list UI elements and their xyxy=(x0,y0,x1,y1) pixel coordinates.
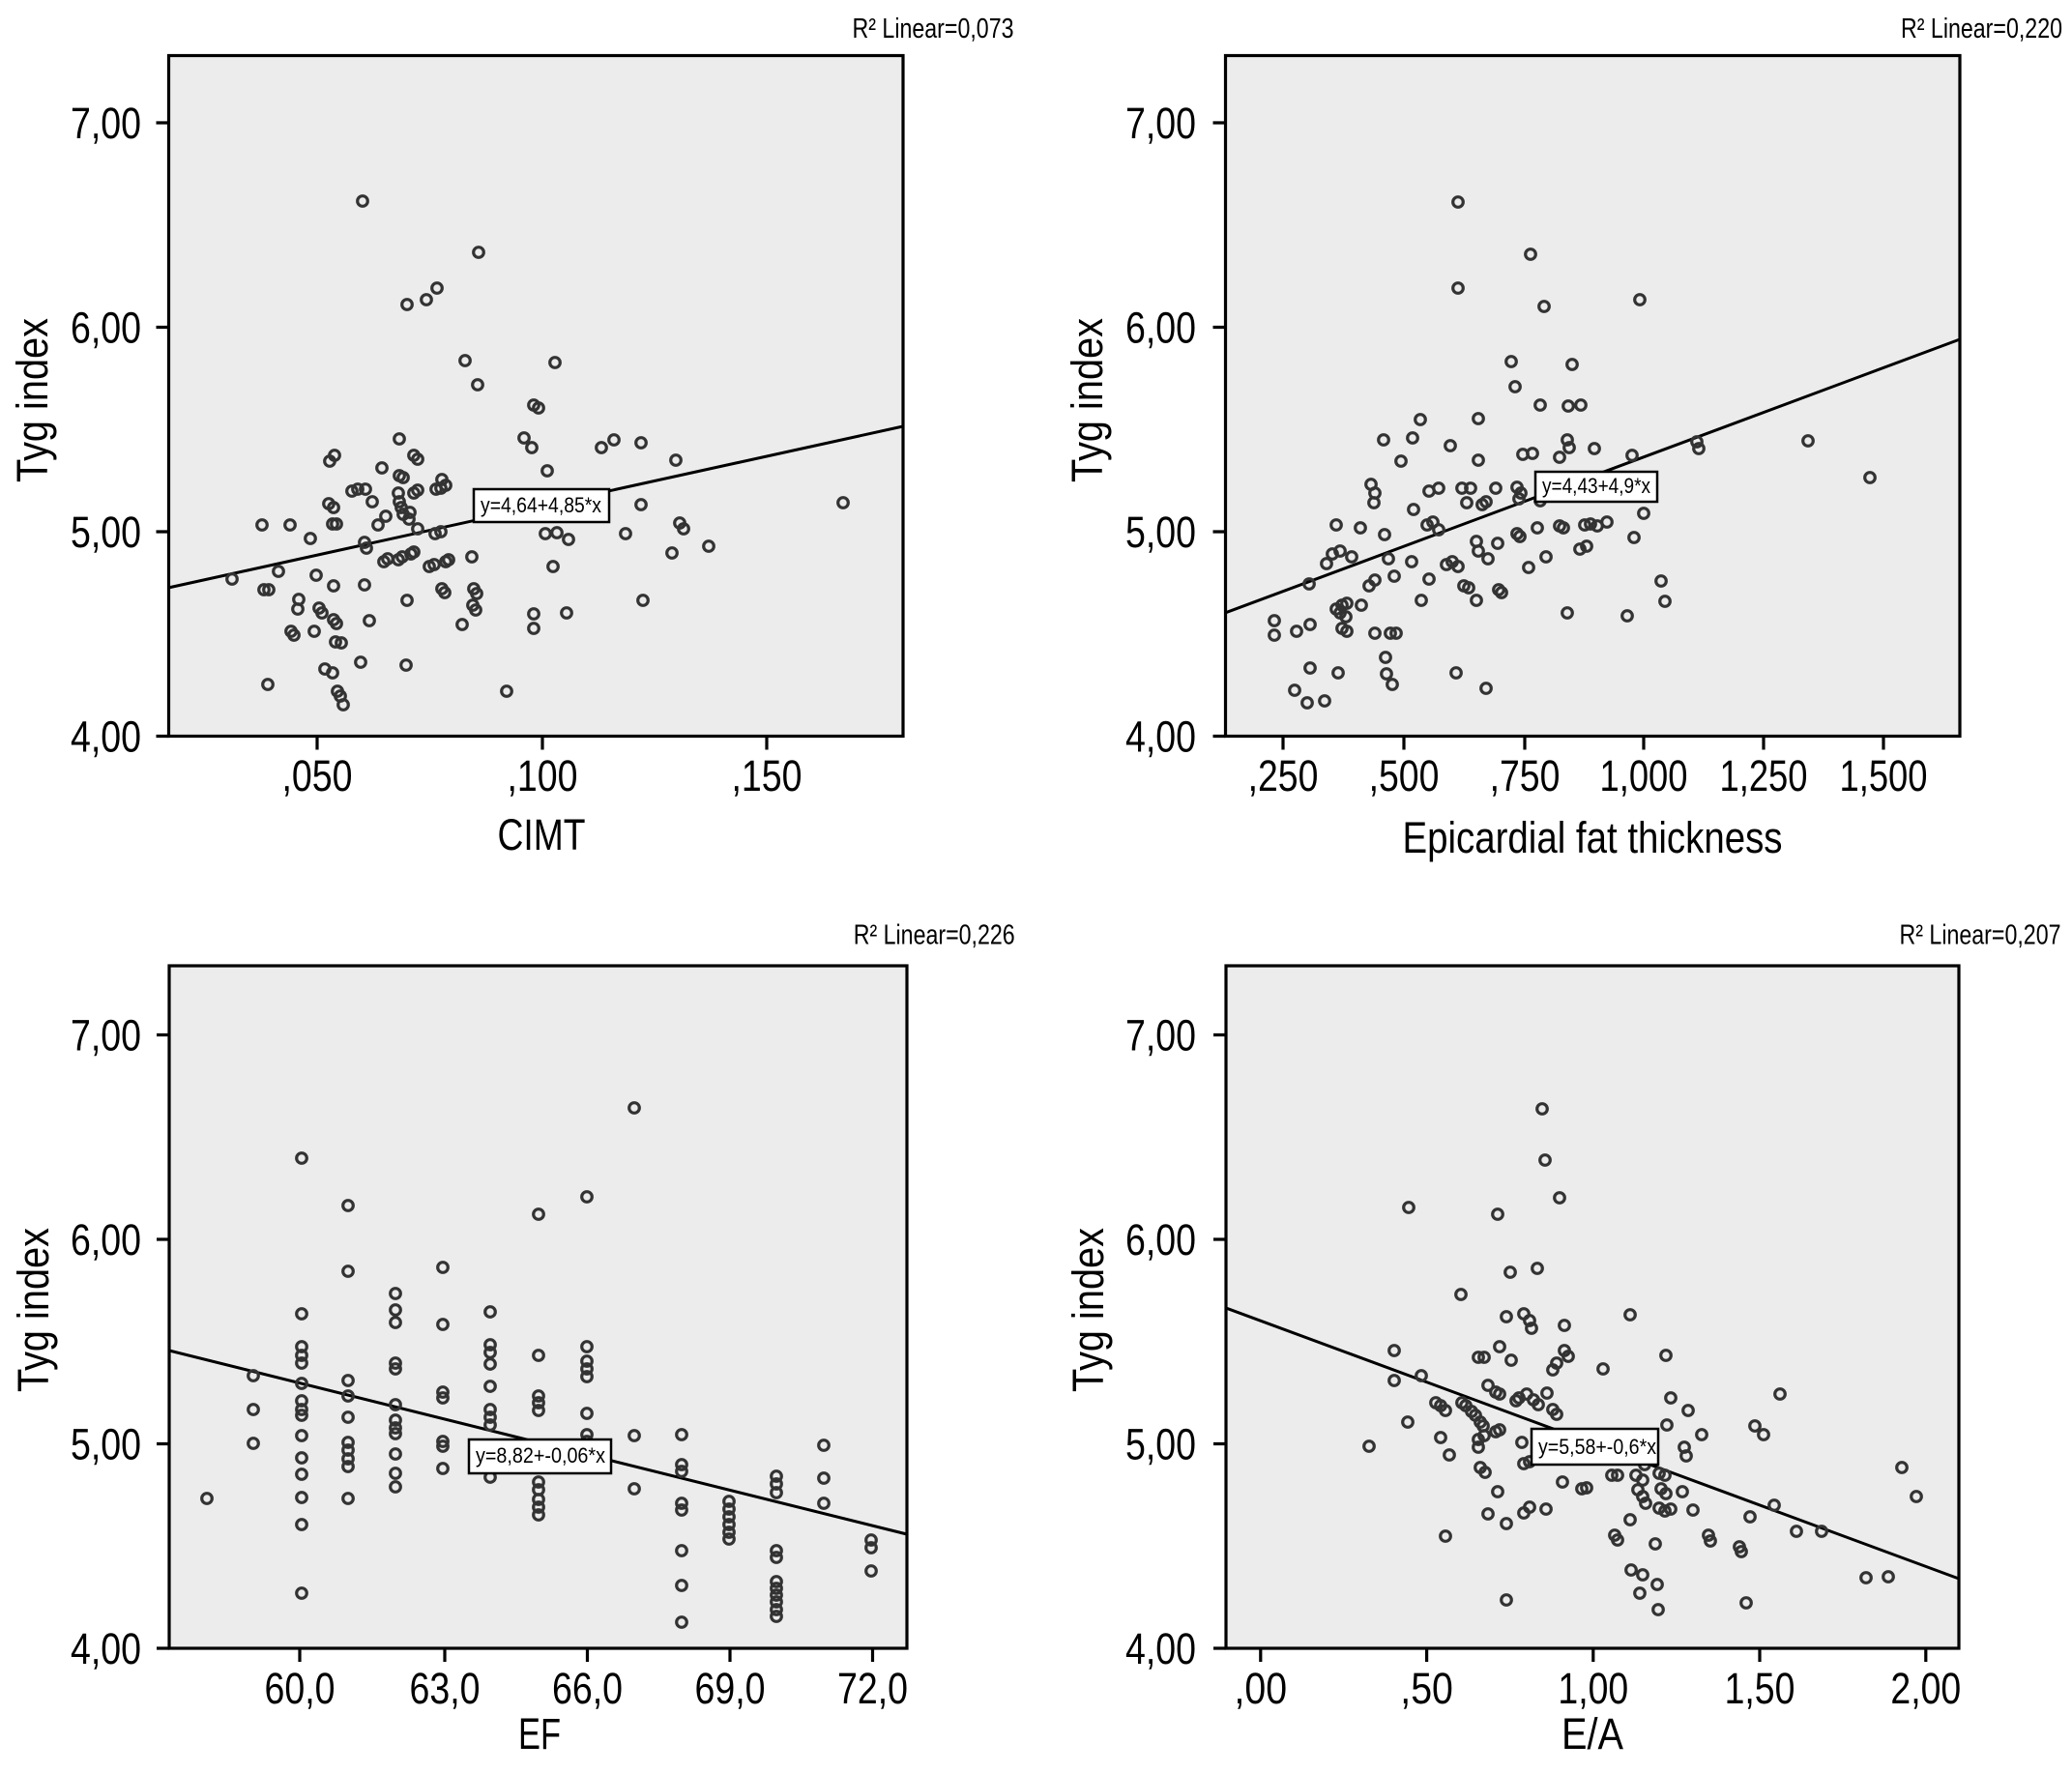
svg-text:66,0: 66,0 xyxy=(552,1664,623,1713)
svg-text:,500: ,500 xyxy=(1369,751,1440,800)
svg-text:4,00: 4,00 xyxy=(1125,712,1196,762)
svg-text:60,0: 60,0 xyxy=(265,1664,336,1713)
svg-text:7,00: 7,00 xyxy=(71,1011,141,1061)
svg-text:Tyg index: Tyg index xyxy=(1064,1228,1113,1392)
svg-text:1,500: 1,500 xyxy=(1840,751,1928,800)
svg-text:y=4,64+4,85*x: y=4,64+4,85*x xyxy=(481,493,602,517)
svg-text:2,00: 2,00 xyxy=(1890,1664,1961,1713)
svg-text:CIMT: CIMT xyxy=(498,810,586,859)
svg-text:6,00: 6,00 xyxy=(1125,304,1196,353)
svg-text:1,50: 1,50 xyxy=(1725,1664,1795,1713)
svg-text:4,00: 4,00 xyxy=(71,712,141,762)
svg-text:72,0: 72,0 xyxy=(837,1664,908,1713)
svg-text:7,00: 7,00 xyxy=(1125,99,1196,148)
svg-text:5,00: 5,00 xyxy=(1125,508,1196,557)
svg-text:,250: ,250 xyxy=(1248,751,1319,800)
svg-text:6,00: 6,00 xyxy=(1125,1215,1196,1264)
svg-text:,750: ,750 xyxy=(1490,751,1561,800)
svg-text:63,0: 63,0 xyxy=(410,1664,481,1713)
svg-text:6,00: 6,00 xyxy=(71,1215,141,1264)
svg-text:y=8,82+-0,06*x: y=8,82+-0,06*x xyxy=(476,1443,606,1468)
svg-text:Tyg index: Tyg index xyxy=(8,318,57,482)
svg-text:R² Linear=0,226: R² Linear=0,226 xyxy=(854,920,1015,951)
svg-text:7,00: 7,00 xyxy=(71,99,141,148)
svg-text:1,000: 1,000 xyxy=(1600,751,1688,800)
svg-text:Tyg index: Tyg index xyxy=(1063,318,1112,482)
svg-text:,050: ,050 xyxy=(282,751,353,800)
svg-text:1,00: 1,00 xyxy=(1558,1664,1628,1713)
svg-text:,00: ,00 xyxy=(1235,1664,1288,1713)
svg-text:6,00: 6,00 xyxy=(71,304,141,353)
svg-text:Tyg index: Tyg index xyxy=(9,1228,58,1392)
svg-text:5,00: 5,00 xyxy=(1125,1420,1196,1469)
svg-text:4,00: 4,00 xyxy=(71,1624,141,1673)
svg-text:5,00: 5,00 xyxy=(71,1420,141,1469)
svg-text:R² Linear=0,220: R² Linear=0,220 xyxy=(1901,14,2062,44)
svg-text:y=4,43+4,9*x: y=4,43+4,9*x xyxy=(1542,474,1651,498)
svg-text:1,250: 1,250 xyxy=(1720,751,1808,800)
svg-text:,150: ,150 xyxy=(732,751,803,800)
svg-text:,100: ,100 xyxy=(508,751,578,800)
svg-text:Epicardial fat thickness: Epicardial fat thickness xyxy=(1403,813,1783,862)
svg-text:,50: ,50 xyxy=(1400,1664,1453,1713)
svg-text:R² Linear=0,207: R² Linear=0,207 xyxy=(1900,920,2061,951)
svg-text:EF: EF xyxy=(518,1709,561,1758)
svg-text:4,00: 4,00 xyxy=(1125,1624,1196,1673)
svg-text:y=5,58+-0,6*x: y=5,58+-0,6*x xyxy=(1538,1435,1657,1459)
svg-text:69,0: 69,0 xyxy=(695,1664,766,1713)
svg-text:E/A: E/A xyxy=(1561,1709,1623,1758)
svg-text:7,00: 7,00 xyxy=(1125,1011,1196,1061)
svg-text:R² Linear=0,073: R² Linear=0,073 xyxy=(853,14,1014,44)
svg-text:5,00: 5,00 xyxy=(71,508,141,557)
